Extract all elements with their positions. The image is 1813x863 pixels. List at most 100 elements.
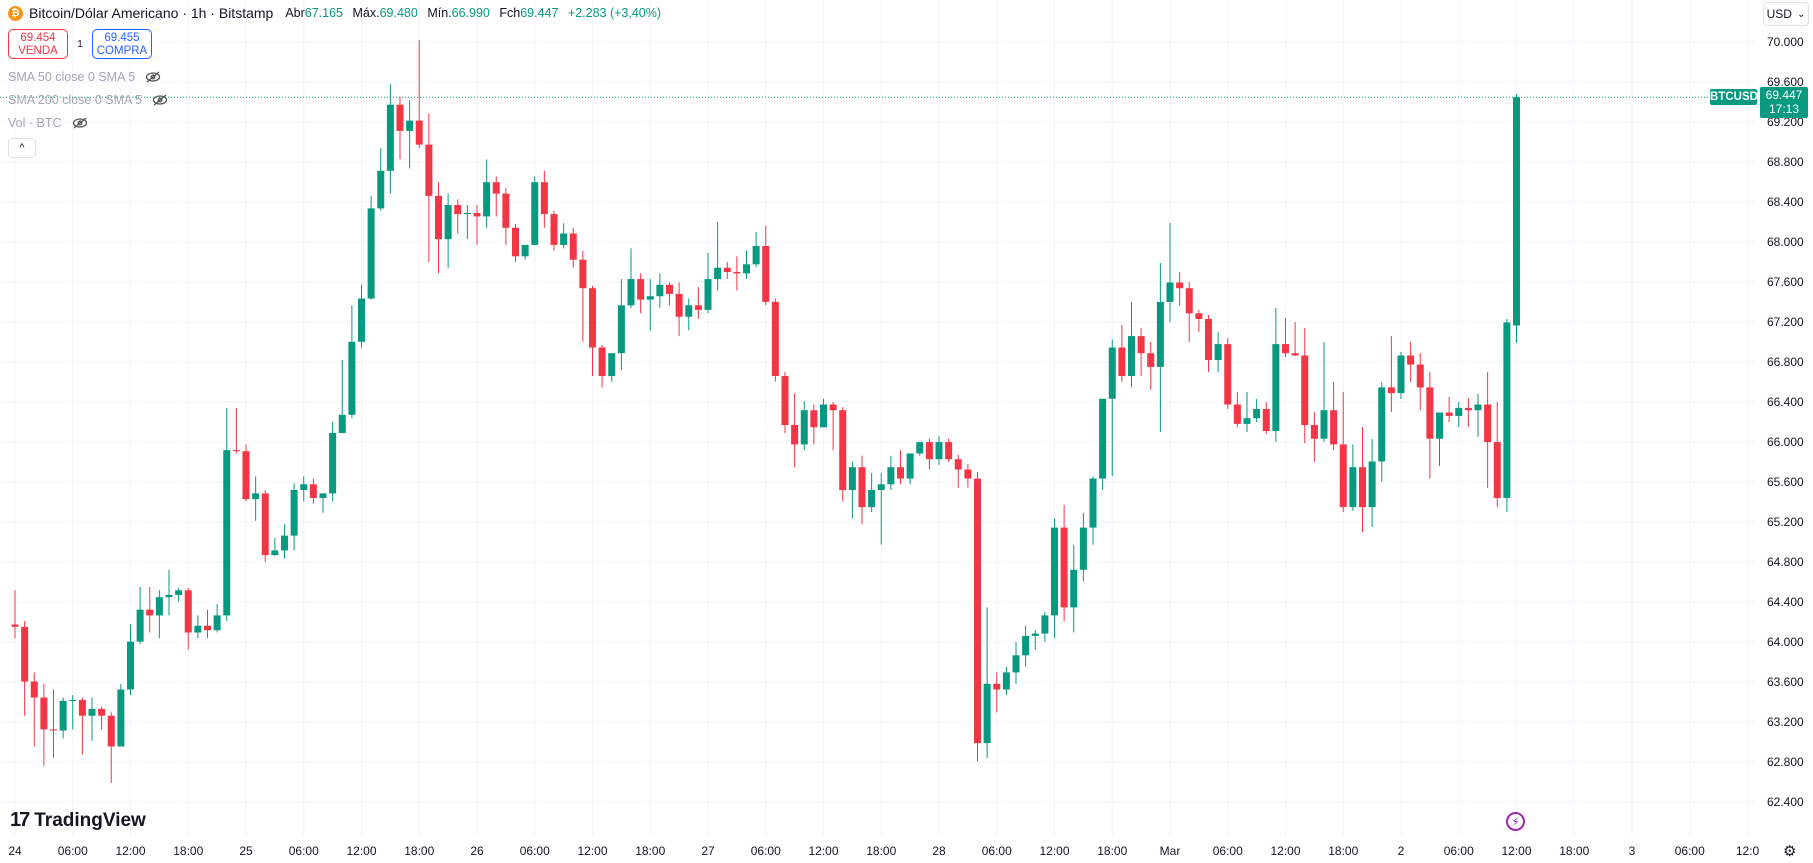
indicator-sma-200[interactable]: SMA 200 close 0 SMA 5 <box>8 88 667 111</box>
candle-down <box>733 256 741 291</box>
candle-body <box>954 459 962 470</box>
time-tick-label: 12:00 <box>1501 844 1531 858</box>
time-tick-label: 25 <box>239 844 253 858</box>
candle-body <box>752 246 760 265</box>
candle-body <box>694 305 702 310</box>
indicator-sma-50[interactable]: SMA 50 close 0 SMA 5 <box>8 65 667 88</box>
price-tick-label: 64.000 <box>1767 635 1804 649</box>
candle-down <box>1205 315 1212 372</box>
candle-body <box>329 433 337 494</box>
symbol-title[interactable]: Bitcoin/Dólar Americano · 1h · Bitstamp <box>29 5 274 21</box>
eye-off-icon[interactable] <box>145 71 161 83</box>
candle-down <box>945 438 953 462</box>
candle-up <box>1455 402 1463 427</box>
candle-body <box>617 305 625 354</box>
candle-body <box>714 267 722 280</box>
price-tick-label: 69.600 <box>1767 75 1804 89</box>
candle-down <box>762 225 770 306</box>
currency-dropdown[interactable]: USD ⌄ <box>1763 2 1809 26</box>
price-tick-label: 66.000 <box>1767 435 1804 449</box>
price-tick-label: 68.800 <box>1767 155 1804 169</box>
candle-body <box>1243 418 1251 424</box>
candle-down <box>694 287 702 319</box>
candle-down <box>675 282 683 337</box>
candle-up <box>1253 399 1261 422</box>
candle-body <box>454 205 462 215</box>
lightning-icon[interactable]: ⚡ <box>1506 812 1525 831</box>
candle-down <box>771 298 779 382</box>
candle-down <box>146 586 154 633</box>
candle-up <box>531 176 539 245</box>
buy-button[interactable]: 69.455 COMPRA <box>92 29 152 59</box>
eye-off-icon[interactable] <box>152 94 168 106</box>
candle-body <box>435 195 442 240</box>
price-tick-label: 63.200 <box>1767 715 1804 729</box>
candle-up <box>213 604 221 633</box>
price-axis[interactable]: 70.000 69.600 69.200 68.800 68.400 68.000 67.6… <box>1767 35 1804 809</box>
candle-down <box>242 444 250 502</box>
symbol-price-tag: BTCUSD <box>1710 89 1758 105</box>
candle-body <box>300 484 308 490</box>
candle-body <box>897 467 904 479</box>
candle-down <box>492 176 500 217</box>
bar-countdown: 17:13 <box>1768 102 1800 116</box>
collapse-legend-button[interactable]: ^ <box>8 138 36 158</box>
candle-body <box>887 467 895 485</box>
candle-down <box>1195 310 1203 332</box>
candle-up <box>348 305 356 419</box>
time-tick-label: 12:00 <box>1270 844 1300 858</box>
time-axis[interactable]: 24 06:00 12:00 18:00 25 06:00 12:00 18:00 26 06:0… <box>8 844 1759 858</box>
time-tick-label: 06:00 <box>58 844 88 858</box>
sell-button[interactable]: 69.454 VENDA <box>8 29 68 59</box>
candle-down <box>261 490 269 562</box>
sell-price: 69.454 <box>20 32 56 44</box>
candle-up <box>1378 382 1386 482</box>
candle-down <box>107 712 115 783</box>
candle-body <box>165 594 173 598</box>
candle-up <box>319 493 327 513</box>
candle-down <box>1233 392 1241 427</box>
candle-body <box>771 301 779 376</box>
candle-up <box>1156 263 1164 432</box>
candle-body <box>531 182 539 245</box>
candle-body <box>820 404 827 428</box>
low-value: 66.990 <box>451 6 490 20</box>
candle-body <box>762 246 770 302</box>
candle-down <box>512 224 519 262</box>
candle-body <box>117 689 125 747</box>
candle-body <box>184 590 192 633</box>
candle-up <box>290 483 298 551</box>
time-tick-label: 18:00 <box>1328 844 1358 858</box>
price-tick-label: 68.000 <box>1767 235 1804 249</box>
candle-up <box>117 683 125 747</box>
time-tick-label: 06:00 <box>289 844 319 858</box>
open-label: Abr <box>285 6 305 20</box>
candle-body <box>983 683 991 744</box>
candle-body <box>213 615 221 631</box>
chevron-down-icon: ⌄ <box>1796 8 1806 20</box>
open-value: 67.165 <box>304 6 344 20</box>
candle-up <box>848 461 856 519</box>
indicator-volume[interactable]: Vol · BTC <box>8 111 667 134</box>
eye-off-icon[interactable] <box>72 117 88 129</box>
price-tick-label: 62.800 <box>1767 755 1804 769</box>
candle-body <box>656 284 664 297</box>
candle-body <box>1214 344 1222 360</box>
candle-body <box>463 213 471 215</box>
candle-body <box>935 442 943 460</box>
candle-body <box>155 597 163 616</box>
candle-body <box>1205 319 1212 360</box>
candle-body <box>1282 344 1289 354</box>
candle-down <box>1176 272 1184 306</box>
candle-body <box>589 288 596 348</box>
candle-body <box>98 708 106 716</box>
candle-down <box>1262 402 1270 434</box>
candle-down <box>829 402 837 451</box>
price-tick-label: 69.200 <box>1767 115 1804 129</box>
candle-down <box>723 262 731 279</box>
candle-body <box>358 298 365 342</box>
gear-icon[interactable]: ⚙ <box>1783 843 1797 860</box>
tradingview-logo[interactable]: 17 TradingView <box>10 809 146 832</box>
candle-body <box>415 120 423 145</box>
